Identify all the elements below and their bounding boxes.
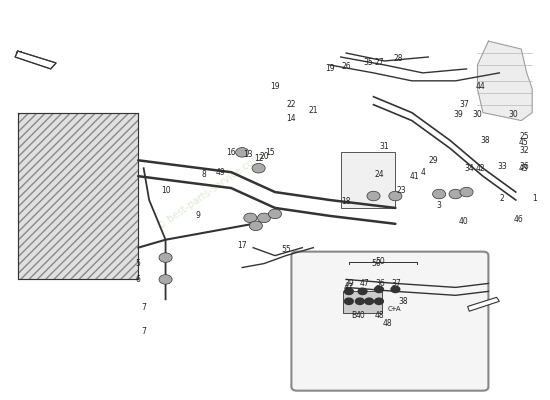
- Bar: [18, 113, 138, 280]
- Bar: [340, 152, 395, 208]
- Text: 39: 39: [453, 110, 463, 119]
- Polygon shape: [15, 51, 56, 69]
- Text: 45: 45: [519, 138, 529, 147]
- Text: 48: 48: [382, 319, 392, 328]
- Text: 46: 46: [514, 215, 524, 224]
- Text: 47: 47: [344, 283, 354, 292]
- Text: 19: 19: [270, 82, 280, 91]
- Text: 4: 4: [420, 168, 425, 177]
- Text: 12: 12: [254, 154, 263, 163]
- Text: 26: 26: [342, 62, 351, 72]
- Text: 37: 37: [459, 100, 469, 109]
- Circle shape: [244, 213, 257, 223]
- Text: 30: 30: [472, 110, 482, 119]
- Text: 44: 44: [475, 82, 485, 91]
- Text: 1: 1: [532, 194, 537, 202]
- Text: 25: 25: [519, 132, 529, 141]
- Text: 43: 43: [519, 164, 529, 173]
- Text: 34: 34: [464, 164, 474, 173]
- Text: 14: 14: [287, 114, 296, 123]
- Text: 17: 17: [238, 241, 247, 250]
- Text: 40: 40: [355, 311, 365, 320]
- Text: 5: 5: [136, 259, 141, 268]
- Text: 47: 47: [359, 279, 369, 288]
- Text: +A: +A: [390, 306, 401, 312]
- Circle shape: [249, 221, 262, 230]
- Circle shape: [460, 187, 473, 197]
- Text: 21: 21: [309, 106, 318, 115]
- Circle shape: [252, 164, 265, 173]
- Text: 28: 28: [393, 54, 403, 64]
- Text: 37: 37: [392, 279, 402, 288]
- Text: 7: 7: [141, 303, 146, 312]
- Text: 10: 10: [161, 186, 170, 194]
- Text: 8: 8: [201, 170, 206, 179]
- Circle shape: [235, 148, 249, 157]
- FancyBboxPatch shape: [292, 252, 488, 391]
- Text: 20: 20: [259, 152, 269, 161]
- Text: 38: 38: [481, 136, 491, 145]
- Text: C: C: [388, 306, 392, 312]
- Text: 24: 24: [374, 170, 384, 179]
- Polygon shape: [468, 297, 499, 311]
- Text: B: B: [351, 311, 356, 320]
- Circle shape: [367, 191, 380, 201]
- Text: 41: 41: [410, 172, 419, 181]
- Text: 33: 33: [497, 162, 507, 171]
- Text: 49: 49: [216, 168, 225, 177]
- Text: 30: 30: [508, 110, 518, 119]
- Text: 13: 13: [243, 150, 252, 159]
- Text: 39: 39: [344, 279, 354, 288]
- Circle shape: [389, 191, 402, 201]
- Text: 38: 38: [399, 297, 409, 306]
- Circle shape: [344, 288, 353, 294]
- Bar: [343, 291, 382, 313]
- Text: 27: 27: [374, 58, 384, 68]
- Text: 2: 2: [500, 194, 504, 202]
- Text: 48: 48: [374, 311, 384, 320]
- Circle shape: [355, 298, 364, 304]
- Text: 36: 36: [519, 162, 529, 171]
- Text: 50: 50: [371, 259, 381, 268]
- Text: 35: 35: [363, 58, 373, 68]
- Circle shape: [375, 286, 383, 292]
- Text: 50: 50: [376, 257, 386, 266]
- Circle shape: [358, 288, 367, 294]
- Text: 36: 36: [375, 279, 385, 288]
- Text: 15: 15: [265, 148, 274, 157]
- Circle shape: [433, 189, 446, 199]
- Circle shape: [257, 213, 271, 223]
- Circle shape: [375, 298, 383, 304]
- Text: 6: 6: [136, 275, 141, 284]
- Circle shape: [391, 286, 400, 292]
- Polygon shape: [477, 41, 532, 120]
- Circle shape: [159, 253, 172, 262]
- Circle shape: [449, 189, 462, 199]
- Circle shape: [365, 298, 373, 304]
- Text: © best-parts-service.com: © best-parts-service.com: [155, 152, 263, 232]
- Text: 9: 9: [196, 211, 201, 220]
- Text: 18: 18: [342, 198, 351, 206]
- Text: 16: 16: [227, 148, 236, 157]
- Text: 19: 19: [325, 64, 334, 74]
- Text: 55: 55: [281, 245, 291, 254]
- Circle shape: [159, 275, 172, 284]
- Text: 23: 23: [396, 186, 406, 194]
- Circle shape: [268, 209, 282, 219]
- Text: 3: 3: [437, 202, 442, 210]
- Circle shape: [344, 298, 353, 304]
- Text: 22: 22: [287, 100, 296, 109]
- Text: 32: 32: [519, 146, 529, 155]
- Text: 40: 40: [459, 217, 469, 226]
- Text: 29: 29: [429, 156, 438, 165]
- Text: 7: 7: [141, 326, 146, 336]
- Text: 42: 42: [475, 164, 485, 173]
- Text: 31: 31: [379, 142, 389, 151]
